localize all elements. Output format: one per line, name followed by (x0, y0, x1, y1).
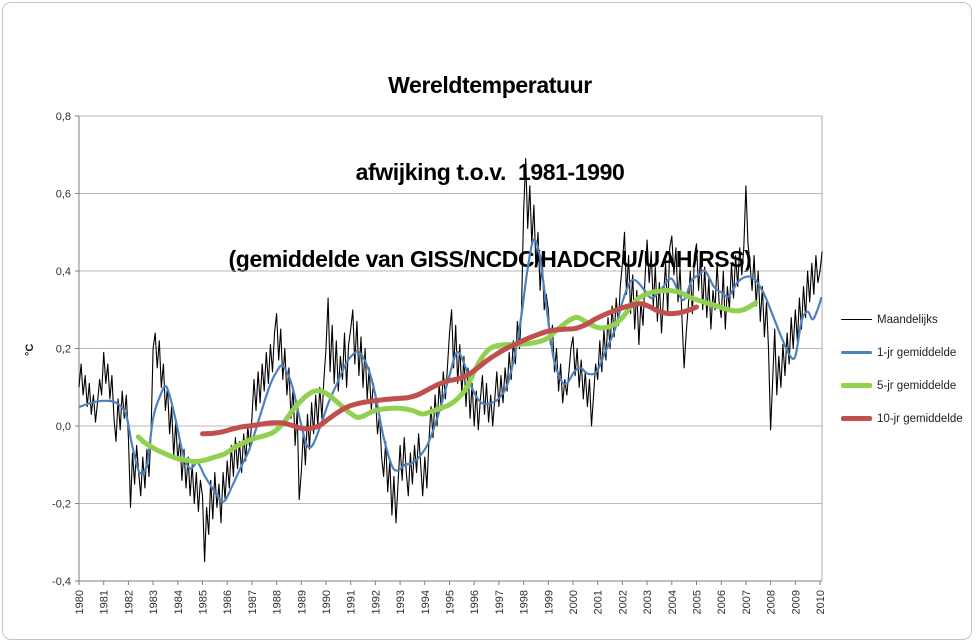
legend-line-swatch (841, 416, 872, 421)
series-line-3 (200, 301, 699, 437)
y-tick-label: 0,2 (56, 344, 71, 356)
x-tick-label: 1981 (99, 590, 111, 614)
x-tick-label: 1996 (469, 590, 481, 614)
x-tick-label: 1991 (346, 590, 358, 614)
series-line-0 (78, 158, 823, 563)
x-tick-label: 2006 (716, 590, 728, 614)
x-tick-label: 1998 (519, 590, 531, 614)
series-line-1 (79, 238, 823, 503)
legend-item-3: 10-jr gemiddelde (841, 402, 963, 435)
y-tick-label: 0,0 (56, 421, 71, 433)
x-tick-label: 2004 (667, 590, 679, 614)
chart-legend: Maandelijks 1-jr gemiddelde 5-jr gemiddeld… (841, 303, 963, 435)
x-tick-label: 2000 (568, 590, 580, 614)
legend-line-swatch (841, 383, 872, 388)
y-tick-label: 0,8 (56, 111, 71, 123)
chart-title-line2: afwijking t.o.v. 1981-1990 (355, 159, 625, 185)
x-tick-label: 1982 (123, 590, 135, 614)
legend-item-0: Maandelijks (841, 303, 963, 336)
x-tick-label: 1994 (420, 590, 432, 614)
legend-label: Maandelijks (877, 313, 938, 326)
x-tick-label: 2010 (815, 590, 827, 614)
x-tick-label: 1988 (272, 590, 284, 614)
x-tick-label: 2009 (790, 590, 802, 614)
x-tick-label: 2005 (692, 590, 704, 614)
legend-line-swatch (841, 318, 872, 321)
x-tick-label: 1995 (445, 590, 457, 614)
x-tick-label: 1980 (74, 590, 86, 614)
legend-item-2: 5-jr gemiddelde (841, 369, 963, 402)
x-tick-label: 1983 (148, 590, 160, 614)
x-tick-label: 2001 (593, 590, 605, 614)
chart-title-line1: Wereldtemperatuur (388, 72, 592, 98)
x-tick-label: 1986 (222, 590, 234, 614)
y-tick-label: 0,6 (56, 189, 71, 201)
x-tick-label: 1992 (370, 590, 382, 614)
y-tick-label: -0,2 (52, 499, 71, 511)
y-axis-title: °C (24, 344, 36, 356)
x-tick-label: 1999 (543, 590, 555, 614)
x-tick-label: 2002 (617, 590, 629, 614)
x-tick-label: 2003 (642, 590, 654, 614)
x-tick-label: 2008 (766, 590, 778, 614)
x-tick-label: 1997 (494, 590, 506, 614)
legend-item-1: 1-jr gemiddelde (841, 336, 963, 369)
legend-label: 5-jr gemiddelde (877, 379, 957, 392)
legend-label: 1-jr gemiddelde (877, 346, 957, 359)
series-line-2 (135, 287, 759, 465)
y-tick-label: 0,4 (56, 266, 71, 278)
x-tick-label: 1989 (296, 590, 308, 614)
legend-line-swatch (841, 351, 872, 354)
x-tick-label: 1993 (395, 590, 407, 614)
legend-label: 10-jr gemiddelde (877, 412, 963, 425)
x-tick-label: 1990 (321, 590, 333, 614)
x-tick-label: 2007 (741, 590, 753, 614)
x-tick-label: 1987 (247, 590, 259, 614)
x-tick-label: 1985 (198, 590, 210, 614)
y-tick-label: -0,4 (52, 576, 71, 588)
x-tick-label: 1984 (173, 590, 185, 614)
